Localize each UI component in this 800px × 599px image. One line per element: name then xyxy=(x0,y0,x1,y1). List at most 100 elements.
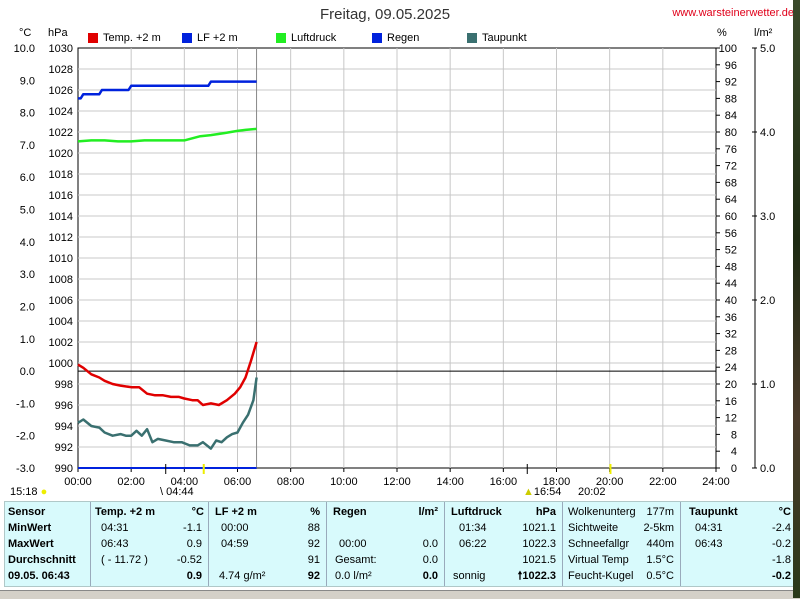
snowline-value: 440m xyxy=(646,538,674,550)
sensor-header: Sensor xyxy=(8,506,46,518)
rain-tick-label: 2.0 xyxy=(760,295,775,307)
humidity-tick-label: 24 xyxy=(725,362,737,374)
humidity-current-value: 92 xyxy=(307,570,320,582)
pressure-tick-label: 1020 xyxy=(49,148,73,160)
percent-unit-label: % xyxy=(717,27,727,39)
dusk-label: 20:02 xyxy=(578,486,606,498)
series-line-tempm xyxy=(77,341,258,407)
pressure-min-time: 01:34 xyxy=(459,522,487,534)
x-tick-label: 06:00 xyxy=(224,476,252,488)
temp-max-value: 0.9 xyxy=(186,538,202,550)
temp-tick-label: 6.0 xyxy=(20,172,35,184)
cloud-base-label: Wolkenunterg xyxy=(568,506,636,518)
pressure-max-value: 1022.3 xyxy=(522,538,556,550)
x-tick-label: 22:00 xyxy=(649,476,677,488)
temp-header: Temp. +2 m xyxy=(95,506,156,518)
pressure-tick-label: 1006 xyxy=(49,295,73,307)
dewpoint-current-value: -0.2 xyxy=(772,570,791,582)
row-label-current: 09.05. 06:43 xyxy=(8,570,70,582)
humidity-tick-label: 48 xyxy=(725,261,737,273)
legend-humidity: LF +2 m xyxy=(182,32,238,44)
temp-tick-label: 1.0 xyxy=(20,334,35,346)
pressure-avg-value: 1021.5 xyxy=(522,554,556,566)
legend-dewpoint-swatch xyxy=(467,33,477,43)
dawn-marker: \ 04:44 xyxy=(160,486,194,498)
wet-bulb-value: 0.5°C xyxy=(646,570,674,582)
data-table: Sensor MinWert MaxWert Durchschnitt 09.0… xyxy=(4,501,796,587)
temp-avg-note: ( - 11.72 ) xyxy=(101,554,148,566)
humidity-tick-label: 40 xyxy=(725,295,737,307)
dewpoint-max-value: -0.2 xyxy=(772,538,791,550)
pressure-tick-label: 1010 xyxy=(49,253,73,265)
rain-max-value: 0.0 xyxy=(422,538,438,550)
row-label-avg: Durchschnitt xyxy=(8,554,76,566)
pressure-min-value: 1021.1 xyxy=(522,522,556,534)
x-tick-label: 02:00 xyxy=(117,476,145,488)
pressure-tick-label: 1008 xyxy=(49,274,73,286)
rain-rate: 0.0 l/m² xyxy=(335,570,372,582)
temp-tick-label: -1.0 xyxy=(16,398,35,410)
temp-tick-label: 4.0 xyxy=(20,237,35,249)
rain-total-label: Gesamt: xyxy=(335,554,377,566)
pressure-current-value: 1022.3 xyxy=(522,570,556,582)
status-bar xyxy=(0,590,800,599)
pressure-header: Luftdruck xyxy=(451,506,502,518)
pressure-column: Luftdruck hPa 01:34 1021.1 06:22 1022.3 102… xyxy=(445,502,563,586)
legend-humidity-swatch xyxy=(182,33,192,43)
temp-min-value: -1.1 xyxy=(183,522,202,534)
visibility-value: 2-5km xyxy=(643,522,674,534)
humidity-tick-label: 80 xyxy=(725,127,737,139)
website-link[interactable]: www.warsteinerwetter.de xyxy=(672,7,794,19)
dewpoint-min-value: -2.4 xyxy=(772,522,791,534)
humidity-tick-label: 20 xyxy=(725,379,737,391)
humidity-tick-label: 92 xyxy=(725,77,737,89)
pressure-tick-label: 1030 xyxy=(49,43,73,55)
x-tick-label: 18:00 xyxy=(543,476,571,488)
rain-tick-label: 0.0 xyxy=(760,463,775,475)
rain-unit: l/m² xyxy=(418,506,438,518)
humidity-tick-label: 88 xyxy=(725,93,737,105)
weather-forecast: sonnig xyxy=(453,570,486,582)
sensor-column: Sensor MinWert MaxWert Durchschnitt 09.0… xyxy=(5,502,91,586)
hpa-unit-label: hPa xyxy=(48,27,68,39)
temp-avg-value: -0.52 xyxy=(176,554,202,566)
legend-temp-swatch xyxy=(88,33,98,43)
desktop-background-strip xyxy=(793,0,800,598)
x-tick-label: 12:00 xyxy=(383,476,411,488)
legend-pressure-swatch xyxy=(276,33,286,43)
humidity-tick-label: 64 xyxy=(725,194,737,206)
sun-icon: ● xyxy=(37,486,48,498)
legend-temp-label: Temp. +2 m xyxy=(103,32,161,44)
row-label-max: MaxWert xyxy=(8,538,54,550)
legend-rain-swatch xyxy=(372,33,382,43)
legend-dewpoint-label: Taupunkt xyxy=(482,32,527,44)
rain-total-value: 0.0 xyxy=(422,554,438,566)
humidity-tick-label: 100 xyxy=(719,43,737,55)
legend-pressure: Luftdruck xyxy=(276,32,336,44)
legend-humidity-label: LF +2 m xyxy=(197,32,238,44)
humidity-tick-label: 84 xyxy=(725,110,737,122)
sunrise-marker: 15:18 ● xyxy=(10,486,47,498)
x-tick-label: 10:00 xyxy=(330,476,358,488)
rain-max-time: 00:00 xyxy=(339,538,367,550)
temp-tick-label: 5.0 xyxy=(20,205,35,217)
temp-unit: °C xyxy=(191,506,204,518)
temp-tick-label: 7.0 xyxy=(20,140,35,152)
pressure-tick-label: 1018 xyxy=(49,169,73,181)
humidity-tick-label: 4 xyxy=(731,446,737,458)
x-tick-label: 16:00 xyxy=(490,476,518,488)
dawn-label: 04:44 xyxy=(166,486,194,498)
pressure-tick-label: 1026 xyxy=(49,85,73,97)
sunset-icon: ▲ xyxy=(523,486,534,498)
pressure-tick-label: 1016 xyxy=(49,190,73,202)
rain-unit-label: l/m² xyxy=(754,27,773,39)
dewpoint-header: Taupunkt xyxy=(689,506,738,518)
dewpoint-max-time: 06:43 xyxy=(695,538,723,550)
temp-tick-label: 0.0 xyxy=(20,366,35,378)
chart-title: Freitag, 09.05.2025 xyxy=(319,6,451,23)
humidity-max-time: 04:59 xyxy=(221,538,249,550)
humidity-tick-label: 0 xyxy=(731,463,737,475)
humidity-tick-label: 32 xyxy=(725,329,737,341)
humidity-tick-label: 28 xyxy=(725,345,737,357)
pressure-tick-label: 1014 xyxy=(49,211,73,223)
